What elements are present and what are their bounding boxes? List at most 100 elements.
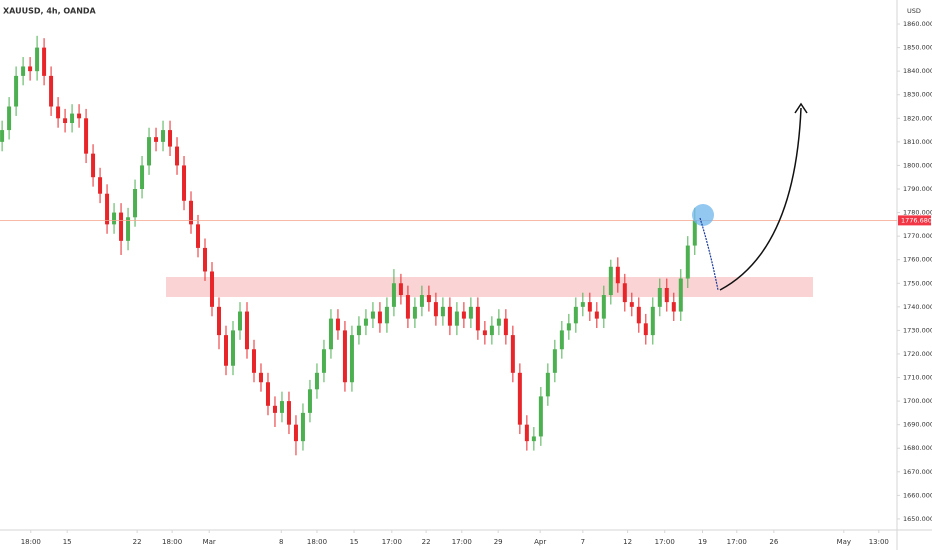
candle-body — [21, 66, 26, 76]
y-tick-label: 1700.000 — [903, 397, 932, 405]
candle-body — [112, 212, 117, 225]
candle-body — [230, 330, 235, 366]
candle-body — [447, 306, 452, 326]
y-tick-label: 1780.000 — [903, 209, 932, 217]
candle-body — [587, 302, 592, 312]
candle-body — [279, 401, 284, 413]
candle-body — [133, 188, 138, 218]
chart-title: XAUUSD, 4h, OANDA — [3, 7, 97, 16]
candle-body — [140, 165, 145, 189]
x-tick-label: May — [837, 538, 851, 546]
candle-body — [510, 335, 515, 373]
last-price-tag — [898, 215, 931, 226]
x-tick-label: 19 — [698, 538, 707, 546]
candle-body — [482, 330, 487, 336]
x-tick-label: Apr — [534, 538, 546, 546]
candle-body — [629, 302, 634, 307]
candle-body — [42, 47, 47, 76]
candle-body — [503, 318, 508, 336]
candle-body — [119, 212, 124, 241]
y-tick-label: 1730.000 — [903, 326, 932, 334]
candle-body — [468, 306, 473, 319]
candle-body — [678, 278, 683, 312]
candle-body — [70, 113, 75, 124]
candle-body — [405, 295, 410, 319]
candle-body — [35, 47, 40, 72]
x-tick-label: 15 — [350, 538, 359, 546]
y-tick-label: 1830.000 — [903, 91, 932, 99]
candle-body — [412, 306, 417, 319]
plot — [0, 35, 897, 456]
candle-body — [622, 283, 627, 303]
y-tick-label: 1820.000 — [903, 114, 932, 122]
candle-body — [56, 106, 61, 119]
candle-body — [182, 165, 187, 201]
candle-body — [657, 287, 662, 307]
candle-body — [335, 318, 340, 331]
x-tick-label: 29 — [494, 538, 503, 546]
candle-body — [573, 306, 578, 324]
candle-body — [433, 302, 438, 317]
x-tick-label: 17:00 — [452, 538, 472, 546]
candle-body — [545, 372, 550, 397]
candle-body — [594, 311, 599, 319]
candle-body — [391, 283, 396, 307]
candle-body — [175, 146, 180, 166]
candle-body — [105, 193, 110, 225]
x-tick-label: Mar — [203, 538, 216, 546]
candle-body — [161, 130, 166, 142]
y-tick-label: 1750.000 — [903, 279, 932, 287]
y-tick-label: 1720.000 — [903, 350, 932, 358]
candle-body — [552, 349, 557, 373]
x-tick-label: 17:00 — [727, 538, 747, 546]
y-tick-label: 1850.000 — [903, 44, 932, 52]
x-tick-label: 18:00 — [21, 538, 41, 546]
candle-body — [293, 424, 298, 442]
last-price-label: 1776.680 — [901, 216, 932, 224]
candle-body — [580, 302, 585, 307]
candle-body — [286, 401, 291, 425]
candle-body — [321, 349, 326, 373]
candle-body — [671, 302, 676, 312]
arrow-head — [794, 102, 808, 114]
x-tick-label: 17:00 — [655, 538, 675, 546]
candle-body — [440, 306, 445, 317]
candle-body — [559, 330, 564, 350]
candle-body — [223, 335, 228, 366]
candle-body — [154, 137, 159, 142]
candle-body — [475, 306, 480, 331]
candle-body — [272, 405, 277, 413]
y-tick-label: 1710.000 — [903, 374, 932, 382]
x-tick-label: 12 — [623, 538, 632, 546]
x-tick-label: 7 — [581, 538, 585, 546]
candle-body — [370, 311, 375, 319]
candle-body — [643, 323, 648, 336]
candle-body — [28, 66, 33, 72]
highlight-circle — [692, 204, 714, 226]
y-tick-label: 1810.000 — [903, 138, 932, 146]
candle-body — [419, 295, 424, 307]
x-tick-label: 8 — [279, 538, 283, 546]
candle-body — [615, 266, 620, 284]
candle-body — [217, 306, 222, 336]
candle-body — [0, 130, 5, 142]
candle-body — [265, 382, 270, 406]
projection-arrow — [719, 107, 802, 291]
candle-body — [377, 311, 382, 324]
y-tick-label: 1790.000 — [903, 185, 932, 193]
candle-body — [244, 311, 249, 350]
y-tick-label: 1860.000 — [903, 20, 932, 28]
candle-body — [608, 266, 613, 296]
candle-body — [692, 220, 697, 246]
candle-body — [342, 330, 347, 383]
candle-body — [77, 113, 82, 119]
candle-body — [307, 389, 312, 413]
candle-body — [489, 325, 494, 336]
x-tick-label: 26 — [769, 538, 778, 546]
candle-body — [566, 323, 571, 331]
candle-body — [189, 200, 194, 225]
y-tick-label: 1840.000 — [903, 67, 932, 75]
y-tick-label: 1650.000 — [903, 515, 932, 523]
candle-body — [349, 335, 354, 383]
